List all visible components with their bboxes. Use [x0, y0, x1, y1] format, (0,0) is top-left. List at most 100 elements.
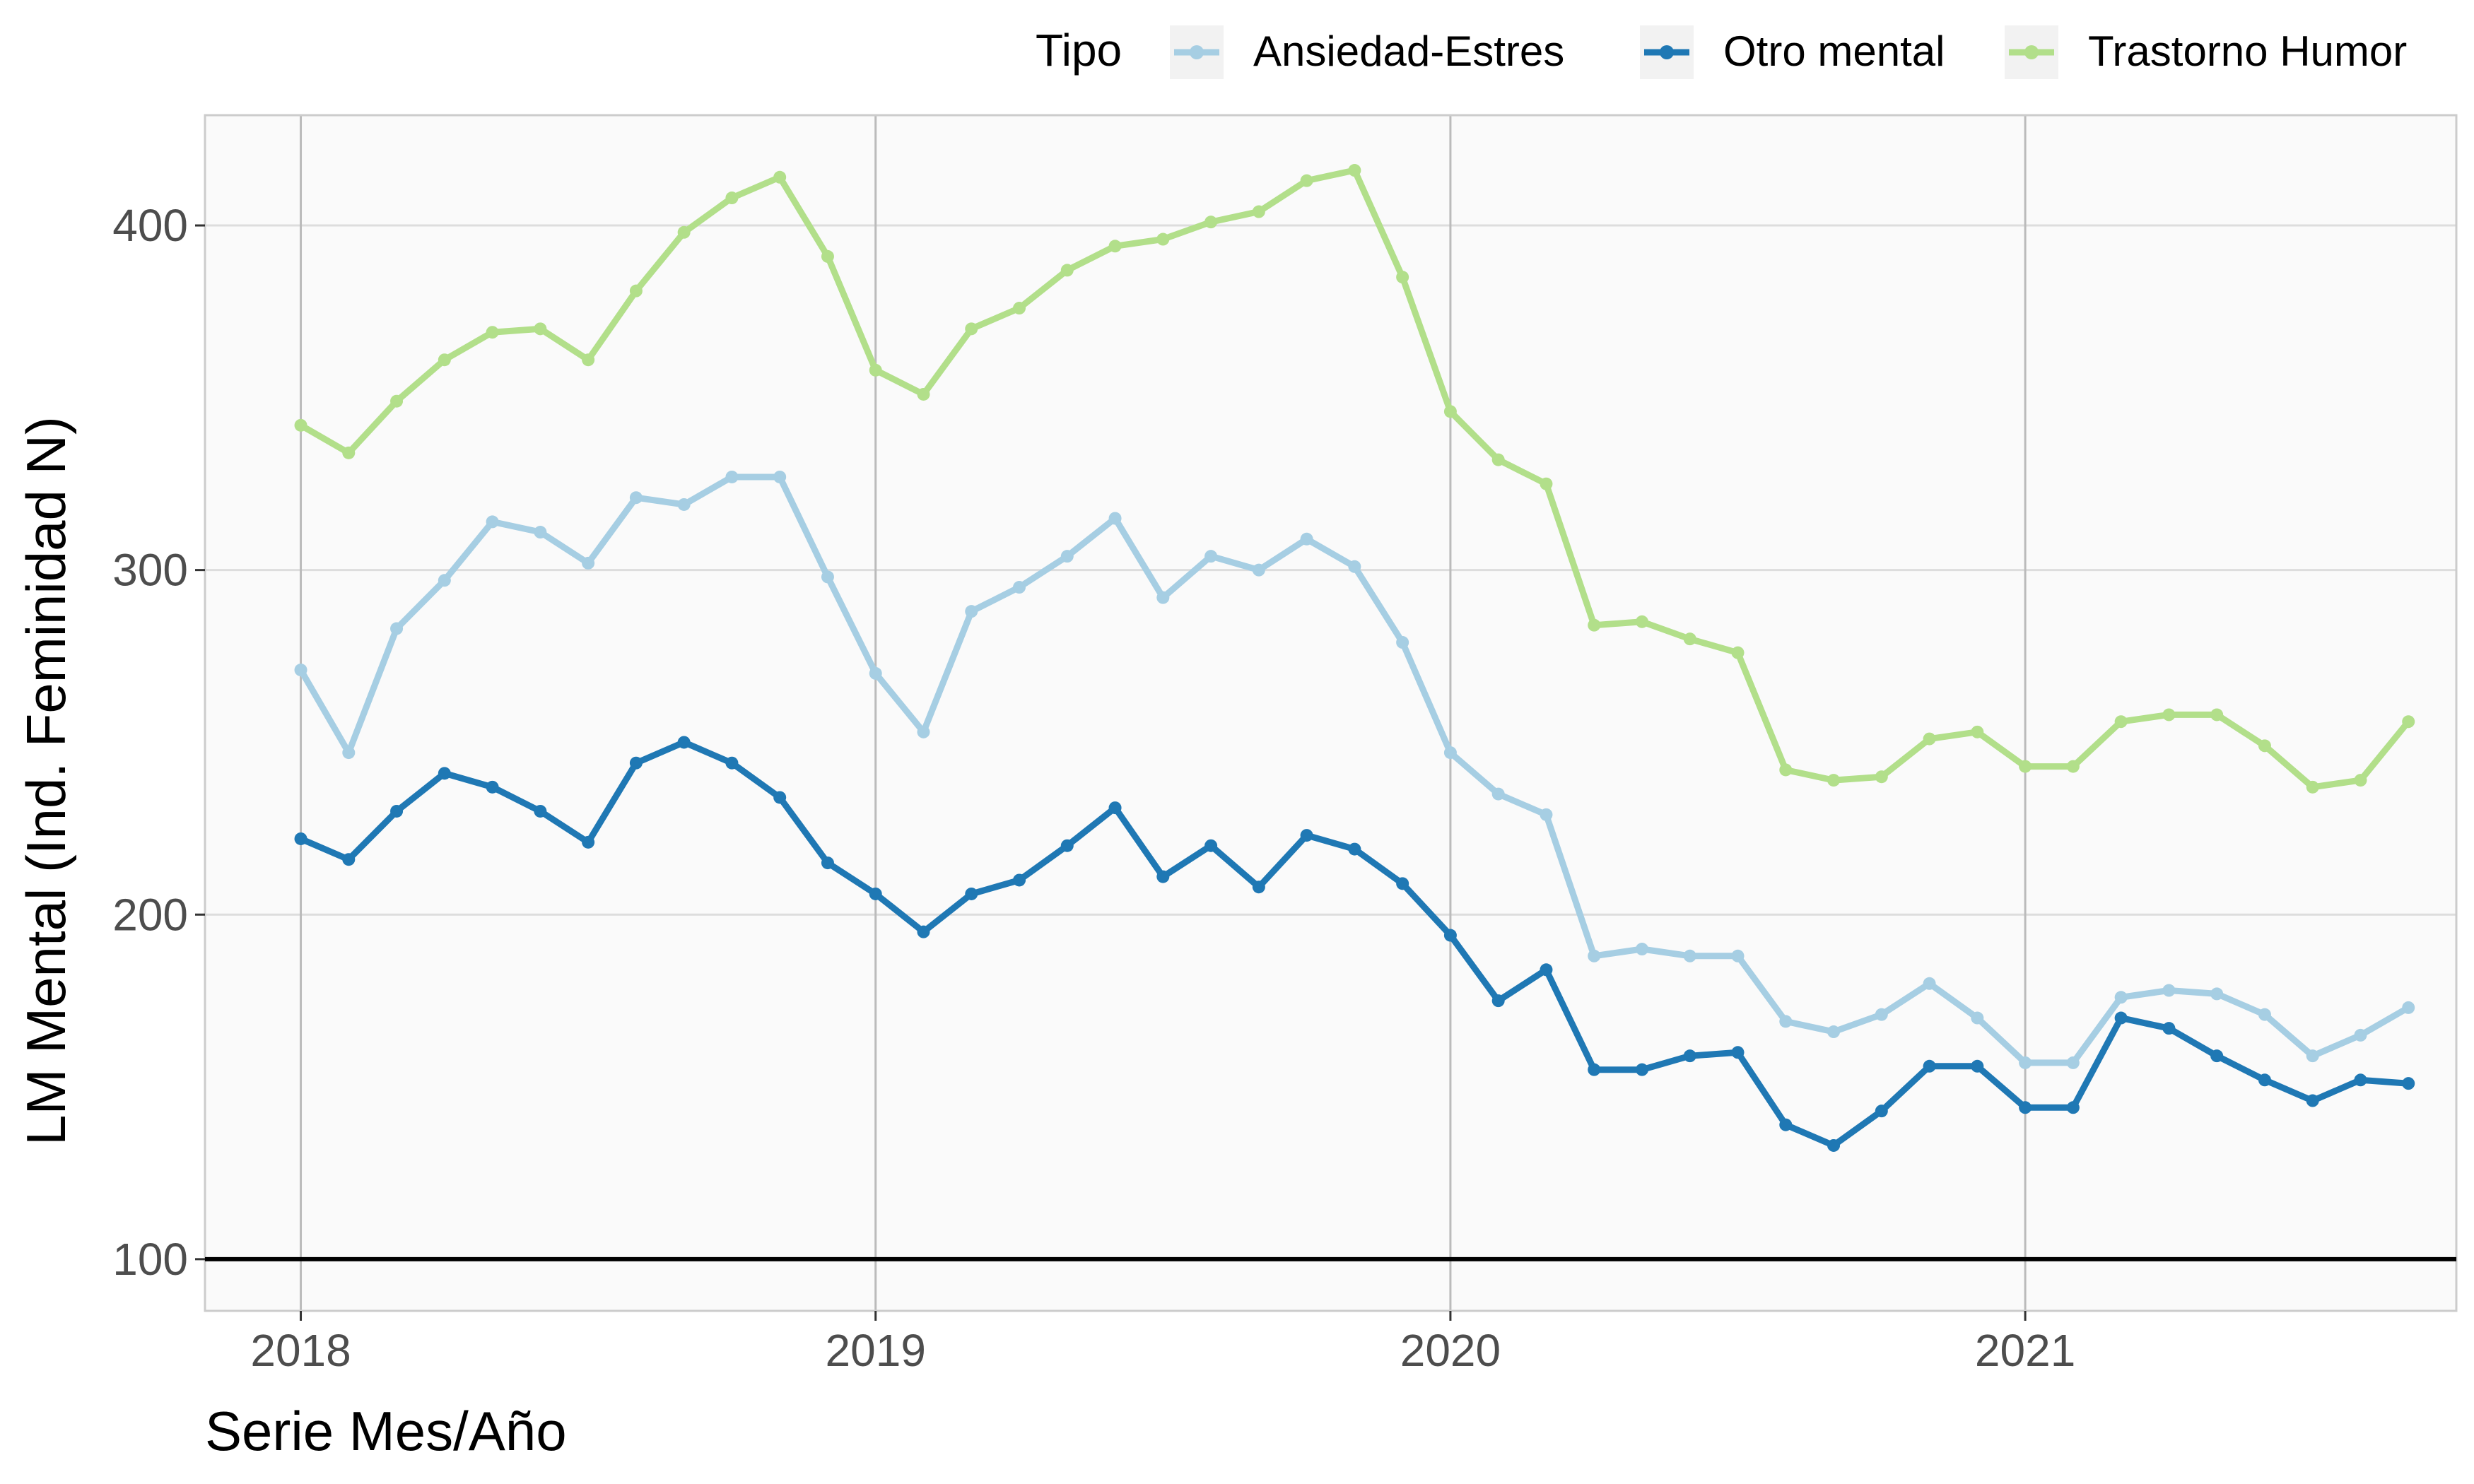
data-point	[1827, 774, 1841, 787]
data-point	[1779, 1118, 1793, 1131]
data-point	[1683, 949, 1696, 962]
data-point	[1108, 801, 1122, 815]
data-point	[2354, 774, 2367, 787]
data-point	[2019, 1101, 2032, 1114]
data-point	[1779, 763, 1793, 777]
data-point	[1252, 205, 1265, 218]
data-point	[2066, 1056, 2080, 1069]
data-point	[1731, 646, 1745, 659]
data-point	[629, 284, 643, 298]
data-point	[917, 925, 930, 938]
data-point	[869, 666, 882, 680]
data-point	[1013, 302, 1026, 315]
data-point	[2210, 987, 2224, 1001]
data-point	[1060, 839, 1074, 852]
data-point	[1540, 477, 1553, 490]
y-axis-ticks: 100 200 300 400	[112, 200, 205, 1285]
data-point	[294, 664, 307, 677]
data-point	[1731, 949, 1745, 962]
data-point	[1971, 1059, 1984, 1073]
data-point	[2066, 760, 2080, 773]
data-point	[438, 767, 451, 780]
legend-title: Tipo	[1036, 25, 1122, 76]
y-tick-label: 100	[112, 1234, 188, 1285]
plot-area	[204, 114, 2458, 1312]
data-point	[1971, 1011, 1984, 1025]
legend-label: Otro mental	[1723, 28, 1945, 75]
x-axis-title: Serie Mes/Año	[205, 1400, 567, 1462]
plot-border	[204, 114, 2458, 1312]
data-point	[1683, 1049, 1696, 1063]
data-point	[2162, 1022, 2176, 1035]
data-point	[2114, 1011, 2128, 1025]
data-point	[486, 326, 499, 339]
data-point	[1443, 929, 1457, 942]
data-point	[2306, 780, 2319, 794]
data-point	[1204, 839, 1218, 852]
data-point	[2258, 739, 2271, 753]
data-point	[725, 192, 739, 205]
data-point	[1348, 164, 1361, 177]
data-point	[1156, 591, 1170, 604]
data-point	[1588, 949, 1601, 962]
data-point	[2114, 991, 2128, 1004]
data-point	[1300, 829, 1313, 842]
series-trastorno-humor	[294, 164, 2415, 794]
y-tick-label: 400	[112, 200, 188, 251]
data-point	[2162, 708, 2176, 722]
data-point	[1443, 405, 1457, 418]
data-point	[821, 570, 834, 584]
data-point	[2066, 1101, 2080, 1114]
data-point	[1491, 453, 1505, 466]
data-point	[2162, 984, 2176, 997]
data-point	[390, 804, 404, 818]
legend-label: Ansiedad-Estres	[1253, 28, 1564, 75]
data-point	[1827, 1025, 1841, 1039]
data-point	[773, 791, 787, 804]
data-point	[2210, 1049, 2224, 1063]
data-point	[1683, 632, 1696, 646]
data-point	[1443, 746, 1457, 760]
data-point	[917, 725, 930, 738]
data-point	[869, 887, 882, 900]
data-point	[438, 353, 451, 367]
data-point	[965, 605, 978, 618]
data-point	[2402, 1077, 2415, 1090]
data-point	[725, 470, 739, 483]
data-point	[773, 170, 787, 184]
data-point	[2210, 708, 2224, 722]
data-point	[1204, 216, 1218, 229]
data-point	[869, 363, 882, 377]
data-point	[2402, 715, 2415, 729]
data-point	[725, 756, 739, 770]
data-point	[821, 249, 834, 263]
data-point	[1731, 1046, 1745, 1059]
data-point	[1396, 877, 1409, 890]
data-point	[342, 746, 356, 760]
legend-label: Trastorno Humor	[2088, 28, 2407, 75]
series-otro-mental	[294, 736, 2415, 1152]
data-point	[1971, 725, 1984, 738]
data-point	[438, 574, 451, 587]
data-point	[1156, 870, 1170, 883]
data-point	[2019, 1056, 2032, 1069]
data-point	[390, 622, 404, 635]
data-point	[1923, 732, 1936, 746]
data-point	[1540, 808, 1553, 821]
y-tick-label: 200	[112, 889, 188, 940]
data-point	[1396, 636, 1409, 649]
legend-key-point	[1660, 45, 1674, 59]
data-point	[1875, 1008, 1888, 1021]
data-point	[390, 394, 404, 408]
data-point	[1108, 512, 1122, 525]
data-point	[486, 515, 499, 529]
data-point	[1252, 881, 1265, 894]
data-point	[1108, 240, 1122, 253]
data-point	[1635, 1063, 1648, 1076]
data-point	[677, 225, 691, 239]
data-point	[1875, 1105, 1888, 1118]
data-point	[534, 526, 547, 539]
data-point	[2258, 1073, 2271, 1087]
data-point	[1635, 943, 1648, 956]
